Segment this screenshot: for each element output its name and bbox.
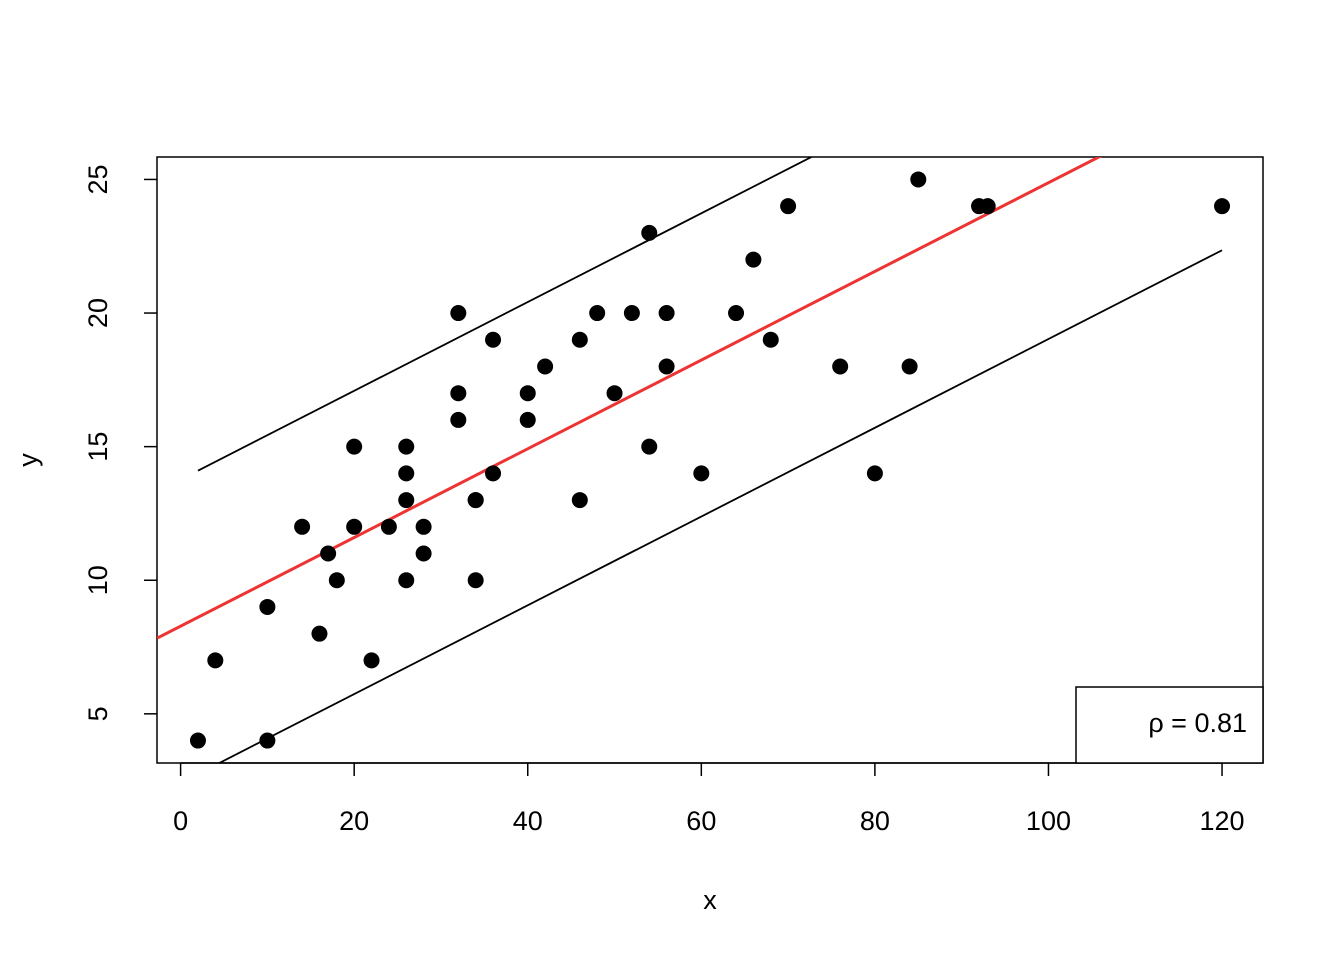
point xyxy=(398,492,415,509)
x-tick-label: 80 xyxy=(860,806,890,836)
point xyxy=(415,545,432,562)
point xyxy=(589,305,606,322)
x-tick-label: 100 xyxy=(1026,806,1071,836)
point xyxy=(259,598,276,615)
point xyxy=(467,492,484,509)
y-tick-label: 10 xyxy=(83,565,113,595)
point xyxy=(537,358,554,375)
y-tick-label: 20 xyxy=(83,298,113,328)
plot-area xyxy=(157,157,1223,763)
point xyxy=(693,465,710,482)
point xyxy=(623,305,640,322)
point xyxy=(467,572,484,589)
x-axis-label: x xyxy=(703,885,717,915)
point xyxy=(320,545,337,562)
x-tick-label: 0 xyxy=(173,806,188,836)
point xyxy=(658,305,675,322)
point xyxy=(1214,198,1231,215)
x-tick-label: 20 xyxy=(339,806,369,836)
point xyxy=(398,465,415,482)
point xyxy=(259,732,276,749)
point xyxy=(901,358,918,375)
fit-line xyxy=(197,157,814,472)
point xyxy=(380,518,397,535)
x-tick-label: 120 xyxy=(1200,806,1245,836)
point xyxy=(415,518,432,535)
legend-box xyxy=(1075,686,1264,764)
plot-frame xyxy=(156,156,1264,764)
y-tick-label: 25 xyxy=(83,164,113,194)
y-axis-label: y xyxy=(13,453,43,467)
point xyxy=(571,331,588,348)
point xyxy=(641,224,658,241)
point xyxy=(450,385,467,402)
point xyxy=(328,572,345,589)
point xyxy=(311,625,328,642)
point xyxy=(866,465,883,482)
point xyxy=(346,438,363,455)
point xyxy=(979,198,996,215)
point xyxy=(363,652,380,669)
point xyxy=(398,438,415,455)
point xyxy=(189,732,206,749)
y-tick-label: 5 xyxy=(83,706,113,721)
point xyxy=(658,358,675,375)
point xyxy=(346,518,363,535)
point xyxy=(450,411,467,428)
point xyxy=(780,198,797,215)
point xyxy=(641,438,658,455)
point xyxy=(762,331,779,348)
fit-line xyxy=(157,157,1103,640)
point xyxy=(398,572,415,589)
point xyxy=(450,305,467,322)
fit-line xyxy=(217,249,1223,763)
point xyxy=(910,171,927,188)
point xyxy=(207,652,224,669)
point xyxy=(485,465,502,482)
y-tick-label: 15 xyxy=(83,432,113,462)
point xyxy=(485,331,502,348)
point xyxy=(728,305,745,322)
legend-text: ρ = 0.81 xyxy=(1148,708,1247,738)
x-tick-label: 40 xyxy=(513,806,543,836)
point xyxy=(519,385,536,402)
x-tick-label: 60 xyxy=(686,806,716,836)
point xyxy=(294,518,311,535)
point xyxy=(832,358,849,375)
point xyxy=(571,492,588,509)
point xyxy=(606,385,623,402)
point xyxy=(745,251,762,268)
point xyxy=(519,411,536,428)
